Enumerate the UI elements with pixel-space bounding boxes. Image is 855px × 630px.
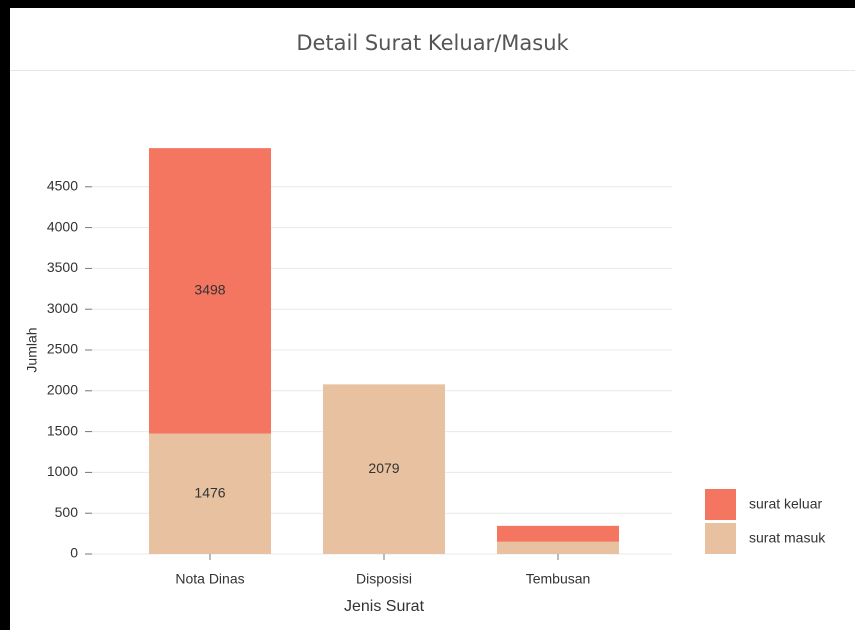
y-tick-label: 500 — [55, 504, 79, 520]
data-label: 3498 — [194, 282, 225, 298]
y-tick-label: 3500 — [47, 259, 78, 275]
chart-title: Detail Surat Keluar/Masuk — [10, 8, 855, 71]
x-tick-label: Nota Dinas — [175, 571, 244, 587]
legend-label: surat keluar — [749, 496, 822, 512]
legend-swatch — [705, 523, 736, 554]
data-label: 2079 — [368, 460, 399, 476]
bar-segment — [149, 433, 271, 554]
y-tick-label: 2500 — [47, 341, 78, 357]
x-tick-label: Tembusan — [526, 571, 591, 587]
y-tick-label: 1000 — [47, 463, 78, 479]
bar-segment — [497, 525, 619, 542]
y-tick-label: 4500 — [47, 178, 78, 194]
bar-segment — [497, 541, 619, 554]
bar-segment — [149, 148, 271, 434]
data-label: 1476 — [194, 484, 225, 500]
y-tick-label: 0 — [70, 545, 78, 561]
y-axis-label: Jumlah — [24, 327, 40, 372]
x-tick-label: Disposisi — [356, 571, 412, 587]
legend-swatch — [705, 489, 736, 520]
y-tick-label: 2000 — [47, 382, 78, 398]
legend-label: surat masuk — [749, 530, 826, 546]
x-axis-label: Jenis Surat — [344, 598, 425, 615]
y-tick-label: 1500 — [47, 422, 78, 438]
bar-segment — [323, 384, 445, 554]
y-tick-label: 4000 — [47, 218, 78, 234]
y-tick-label: 3000 — [47, 300, 78, 316]
